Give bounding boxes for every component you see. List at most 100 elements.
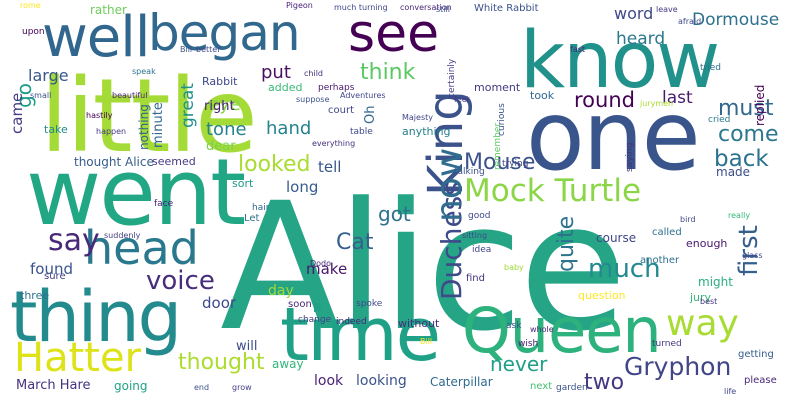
word-hatter: Hatter <box>14 335 142 381</box>
word-eye: eye <box>208 94 241 115</box>
word-wish: wish <box>518 339 539 349</box>
word-got: got <box>378 202 411 226</box>
word-face: face <box>154 199 174 209</box>
word-talking: talking <box>454 167 485 177</box>
word-bill-2: Bill <box>420 337 433 346</box>
word-never: never <box>490 352 548 376</box>
word-called: called <box>652 227 682 238</box>
word-well: well <box>42 5 150 70</box>
word-curious: curious <box>497 103 507 136</box>
word-change: change <box>298 315 332 325</box>
word-back: back <box>714 146 769 172</box>
word-sure: sure <box>44 271 66 282</box>
word-mouse: Mouse <box>464 150 536 175</box>
word-take: take <box>44 123 68 136</box>
word-spoke: spoke <box>356 299 383 309</box>
word-fast: fast <box>570 45 586 54</box>
word-think: think <box>360 60 416 85</box>
word-cried: cried <box>708 115 731 125</box>
word-good: good <box>468 211 491 221</box>
word-conversation: conversation <box>400 3 452 12</box>
word-took: took <box>530 89 555 102</box>
word-white-rabbit: White Rabbit <box>474 3 539 14</box>
word-whole: whole <box>530 325 554 334</box>
word-right: right <box>204 99 235 114</box>
word-rabbit: Rabbit <box>202 75 238 88</box>
word-thought-alice: thought Alice <box>74 155 154 169</box>
word-getting: getting <box>738 349 774 360</box>
word-trying: trying <box>502 159 529 169</box>
word-one: one <box>526 80 701 192</box>
word-everything: everything <box>312 139 356 148</box>
word-say: say <box>48 223 100 258</box>
word-sort: sort <box>232 177 254 190</box>
word-little: little <box>40 57 258 176</box>
word-baby: baby <box>504 263 524 272</box>
word-time: time <box>280 292 441 378</box>
word-looking: looking <box>356 373 407 389</box>
word-seemed: seemed <box>152 155 196 168</box>
word-looked: looked <box>238 152 311 177</box>
word-another: another <box>640 255 680 266</box>
word-word: word <box>614 4 654 23</box>
word-best: best <box>700 297 718 306</box>
word-made: made <box>716 165 751 179</box>
word-adventures: Adventures <box>340 91 386 100</box>
word-rome: rome <box>20 1 41 10</box>
word-heard: heard <box>616 29 666 49</box>
word-perhaps: perhaps <box>318 83 355 93</box>
word-two: two <box>584 370 625 395</box>
word-table: table <box>350 127 373 137</box>
word-upon: upon <box>22 27 45 37</box>
word-enough: enough <box>686 237 728 250</box>
word-came: came <box>8 92 26 134</box>
word-speak: speak <box>132 67 156 76</box>
word-thing: thing <box>10 276 182 358</box>
word-great: great <box>178 83 198 128</box>
word-might: might <box>698 275 733 289</box>
word-found: found <box>30 260 73 278</box>
word-door: door <box>202 294 237 312</box>
word-come: come <box>718 122 779 147</box>
word-nothing: nothing <box>137 104 151 150</box>
word-added: added <box>268 81 303 94</box>
word-much-turning: much turning <box>334 3 388 12</box>
word-glass: glass <box>742 251 763 260</box>
word-jurymen: jurymen <box>640 99 674 108</box>
word-suddenly: suddenly <box>104 231 141 240</box>
word-voice: voice <box>146 266 215 296</box>
word-long: long <box>286 178 319 196</box>
word-without: without <box>398 317 440 330</box>
word-hastily: hastily <box>86 111 113 120</box>
word-put: put <box>261 62 291 83</box>
word-question: question <box>578 289 626 302</box>
word-make: make <box>306 260 348 278</box>
word-mock-turtle: Mock Turtle <box>464 173 642 209</box>
word-leave: leave <box>656 5 678 14</box>
word-head: head <box>84 221 199 275</box>
word-hand: hand <box>266 118 312 139</box>
word-cat: Cat <box>336 230 374 255</box>
word-turned: turned <box>652 339 682 349</box>
word-know: know <box>520 16 720 106</box>
word-really: really <box>728 211 751 220</box>
word-better: better <box>196 45 221 54</box>
word-next: next <box>530 381 553 392</box>
word-happen: happen <box>96 127 127 136</box>
word-gryphon: Gryphon <box>624 352 732 381</box>
word-pigeon: Pigeon <box>286 1 313 10</box>
word-dormouse: Dormouse <box>692 10 780 30</box>
word-march-hare: March Hare <box>16 378 91 393</box>
word-course: course <box>596 231 637 245</box>
word-jury: jury <box>690 291 712 304</box>
word-still: still <box>436 5 450 14</box>
word-will: will <box>236 339 258 354</box>
word-idea: idea <box>472 245 492 255</box>
word-garden: garden <box>556 383 588 393</box>
word-please: please <box>744 375 777 386</box>
word-ask: ask <box>506 321 522 331</box>
word-find: find <box>466 273 485 284</box>
word-end: end <box>194 383 210 392</box>
word-dear: dear <box>206 139 236 154</box>
